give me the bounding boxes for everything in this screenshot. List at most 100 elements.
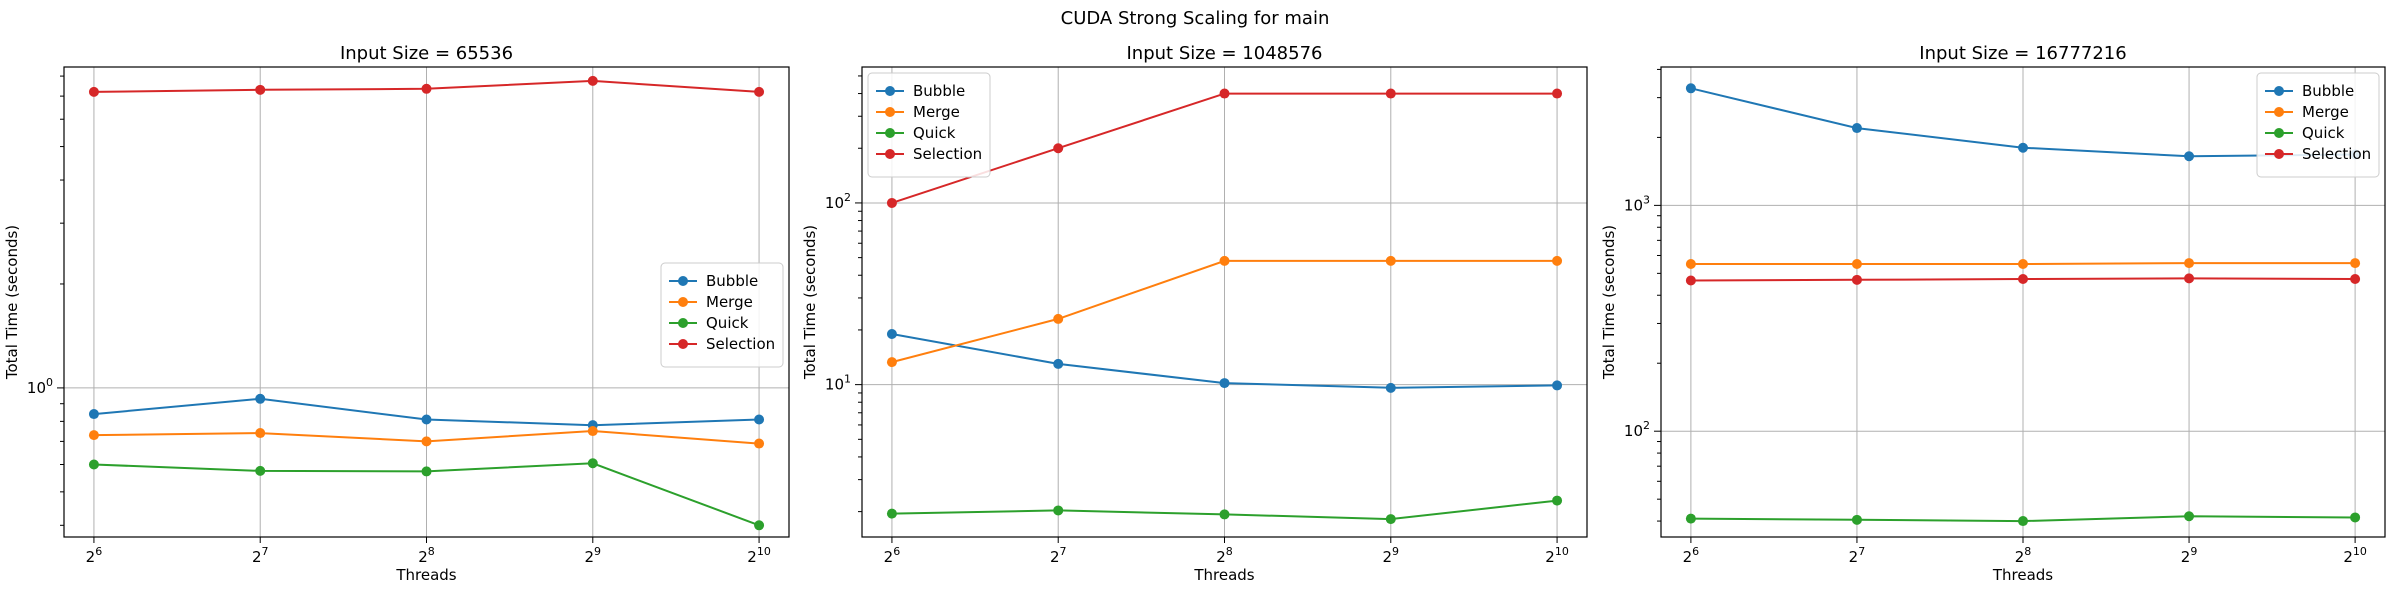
- legend-label-selection: Selection: [2302, 145, 2371, 163]
- x-tick-label: 29: [2181, 545, 2198, 566]
- legend-label-merge: Merge: [706, 293, 753, 311]
- x-tick-label: 27: [1849, 545, 1866, 566]
- data-point-selection: [587, 75, 598, 86]
- data-point-bubble: [1385, 382, 1396, 393]
- data-point-quick: [587, 458, 598, 469]
- data-point-quick: [1851, 514, 1862, 525]
- legend-box: [2256, 72, 2380, 178]
- data-point-selection: [1552, 88, 1563, 99]
- y-axis-label: Total Time (seconds): [1600, 225, 1618, 380]
- legend-label-selection: Selection: [706, 335, 775, 353]
- x-tick-label: 28: [418, 545, 435, 566]
- data-point-quick: [88, 459, 99, 470]
- data-point-selection: [754, 86, 765, 97]
- legend-marker-quick: [678, 318, 688, 328]
- legend-label-bubble: Bubble: [2302, 82, 2354, 100]
- legend-marker-quick: [2274, 128, 2284, 138]
- y-axis-label: Total Time (seconds): [801, 225, 819, 380]
- legend-label-quick: Quick: [706, 314, 749, 332]
- chart-panel-3: 26 27 28 29 210 102 103 Input Size = 16777216 Th…: [1600, 43, 2386, 584]
- data-point-bubble: [754, 414, 765, 425]
- data-point-selection: [1685, 275, 1696, 286]
- x-axis-label: Threads: [1193, 566, 1254, 584]
- data-point-merge: [421, 436, 432, 447]
- data-point-quick: [2350, 512, 2361, 523]
- data-point-selection: [886, 197, 897, 208]
- x-tick-label: 28: [2015, 545, 2032, 566]
- chart-title: Input Size = 1048576: [1127, 43, 1323, 64]
- legend-box: [867, 72, 991, 178]
- data-point-bubble: [88, 409, 99, 420]
- data-point-bubble: [1219, 378, 1230, 389]
- legend-marker-bubble: [678, 276, 688, 286]
- x-tick-label: 29: [1383, 545, 1400, 566]
- data-point-quick: [1552, 495, 1563, 506]
- data-point-selection: [2018, 274, 2028, 285]
- legend: Bubble Merge Quick Selection: [2256, 72, 2380, 178]
- data-point-quick: [2018, 516, 2028, 527]
- data-point-merge: [1552, 255, 1563, 266]
- legend-box: [660, 262, 784, 368]
- data-point-bubble: [2018, 142, 2028, 153]
- data-point-bubble: [2184, 151, 2195, 162]
- legend-marker-selection: [678, 339, 688, 349]
- legend-marker-bubble: [885, 86, 895, 96]
- data-point-selection: [2184, 273, 2195, 284]
- y-tick-label: 103: [1624, 193, 1650, 214]
- data-point-merge: [2018, 259, 2028, 270]
- legend-label-bubble: Bubble: [913, 82, 965, 100]
- data-point-merge: [587, 426, 598, 437]
- legend-marker-quick: [885, 128, 895, 138]
- legend-marker-selection: [885, 149, 895, 159]
- data-point-bubble: [1685, 83, 1696, 94]
- legend-marker-merge: [2274, 107, 2284, 117]
- x-tick-label: 28: [1216, 545, 1233, 566]
- y-tick-label: 101: [825, 373, 851, 394]
- y-tick-label: 102: [1624, 419, 1650, 440]
- x-tick-label: 210: [1545, 545, 1569, 566]
- x-tick-label: 26: [86, 545, 103, 566]
- legend-label-bubble: Bubble: [706, 272, 758, 290]
- x-tick-label: 27: [252, 545, 269, 566]
- legend-marker-merge: [885, 107, 895, 117]
- legend: Bubble Merge Quick Selection: [867, 72, 991, 178]
- legend-label-merge: Merge: [913, 103, 960, 121]
- data-point-merge: [1851, 259, 1862, 270]
- figure-suptitle: CUDA Strong Scaling for main: [1061, 8, 1330, 29]
- y-axis-label: Total Time (seconds): [3, 225, 21, 380]
- data-point-merge: [255, 428, 266, 439]
- chart-title: Input Size = 65536: [340, 43, 513, 64]
- x-tick-label: 210: [2343, 545, 2367, 566]
- data-point-selection: [2350, 274, 2361, 285]
- data-point-merge: [2350, 258, 2361, 269]
- data-point-merge: [1219, 255, 1230, 266]
- data-point-quick: [421, 466, 432, 477]
- data-point-selection: [88, 86, 99, 97]
- legend-marker-merge: [678, 297, 688, 307]
- legend-label-selection: Selection: [913, 145, 982, 163]
- data-point-selection: [1385, 88, 1396, 99]
- data-point-bubble: [255, 393, 266, 404]
- data-point-bubble: [1552, 380, 1563, 391]
- data-point-bubble: [421, 414, 432, 425]
- data-point-quick: [754, 520, 765, 531]
- legend-label-quick: Quick: [913, 124, 956, 142]
- data-point-selection: [255, 84, 266, 95]
- data-point-merge: [886, 357, 897, 368]
- x-axis-label: Threads: [1992, 566, 2053, 584]
- data-point-quick: [2184, 511, 2195, 522]
- data-point-bubble: [1053, 358, 1064, 369]
- data-point-quick: [1219, 509, 1230, 520]
- data-point-bubble: [886, 328, 897, 339]
- data-point-quick: [255, 465, 266, 476]
- data-point-selection: [1851, 274, 1862, 285]
- legend: Bubble Merge Quick Selection: [660, 262, 784, 368]
- chart-panel-2: 26 27 28 29 210 101 102 Input Size = 1048576 Thr…: [801, 43, 1588, 584]
- charts-container: 26 27 28 29 210 100 Input Size = 65536 Threads T…: [3, 43, 2386, 584]
- legend-label-quick: Quick: [2302, 124, 2345, 142]
- y-tick-label: 100: [27, 376, 53, 397]
- data-point-merge: [1685, 259, 1696, 270]
- data-point-merge: [754, 438, 765, 449]
- x-axis-label: Threads: [395, 566, 456, 584]
